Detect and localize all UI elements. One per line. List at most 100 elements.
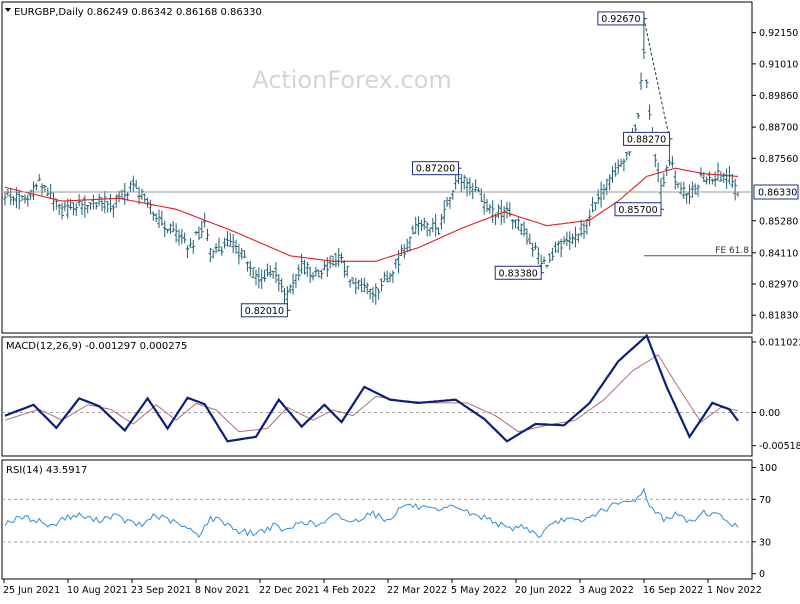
price-bar (37, 174, 42, 182)
price-bar (411, 225, 415, 235)
price-bar (587, 209, 592, 227)
price-bar (682, 181, 686, 200)
price-bar (80, 199, 84, 216)
price-bar (530, 242, 535, 257)
price-bar (562, 236, 566, 245)
price-bar (257, 267, 261, 289)
rsi-tick-label: 100 (759, 463, 777, 474)
macd-panel-frame (1, 336, 753, 457)
price-bar (676, 182, 680, 189)
annotation-label: 0.87200 (416, 164, 455, 175)
price-bar (684, 193, 689, 204)
price-tick-label: 0.91010 (759, 59, 798, 70)
price-bar (679, 182, 683, 195)
price-bar (704, 176, 709, 185)
price-bar (516, 216, 521, 231)
symbol-dropdown-icon[interactable] (5, 8, 11, 12)
price-annotation: 0.88270 (623, 131, 673, 146)
price-bar (177, 229, 181, 246)
price-bar (239, 247, 244, 260)
price-bar (20, 195, 24, 201)
price-tick-label: 0.85280 (759, 216, 798, 227)
price-bar (131, 175, 136, 193)
price-bar (125, 192, 130, 201)
price-bar (721, 172, 726, 183)
annotation-label: 0.83380 (499, 268, 538, 279)
price-bar (185, 245, 190, 258)
price-bar (653, 153, 658, 168)
price-annotation: 0.92670 (597, 11, 647, 26)
macd-panel-header: MACD(12,26,9) -0.001297 0.000275 (6, 341, 187, 352)
price-bar (439, 213, 444, 230)
price-bar (553, 241, 558, 253)
price-bar (576, 233, 581, 243)
price-bar (282, 287, 287, 304)
price-bar (334, 253, 338, 268)
price-tick-label: 0.89860 (759, 91, 798, 102)
price-bar (693, 183, 698, 195)
price-bar (448, 197, 452, 209)
date-tick-label: 20 Jun 2022 (515, 585, 572, 596)
annotation-label: 0.88270 (627, 134, 666, 145)
price-annotation: 0.82010 (240, 303, 291, 318)
price-bar (291, 273, 295, 295)
rsi-tick-label: 30 (759, 537, 771, 548)
price-bar (505, 201, 509, 219)
date-tick-label: 4 Feb 2022 (323, 585, 376, 596)
price-bar (485, 199, 489, 212)
price-bar (23, 194, 27, 204)
price-bar (573, 226, 578, 248)
price-panel-header: EURGBP,Daily 0.86249 0.86342 0.86168 0.8… (14, 7, 262, 18)
price-bar (231, 234, 235, 253)
price-bar (690, 181, 695, 198)
price-bar (197, 226, 201, 241)
current-price-label: 0.86330 (758, 188, 797, 199)
price-bar (88, 202, 93, 210)
price-bar (322, 260, 327, 271)
price-bar (473, 179, 478, 192)
price-bar (11, 196, 16, 206)
price-bar (519, 223, 524, 235)
price-bar (60, 202, 64, 220)
price-bar (590, 196, 595, 213)
price-bar (74, 203, 79, 216)
price-annotation: 0.85700 (614, 202, 664, 217)
price-bar (402, 244, 407, 259)
price-bar (510, 219, 515, 230)
price-bar (368, 288, 372, 300)
price-bar (570, 233, 575, 245)
price-bar (342, 260, 347, 278)
macd-line (4, 333, 739, 443)
price-bar (165, 229, 170, 234)
price-bar (8, 187, 13, 206)
date-tick-label: 5 May 2022 (451, 585, 507, 596)
price-bar (545, 264, 549, 269)
price-bar (94, 201, 99, 210)
price-bar (710, 178, 715, 185)
price-bar (436, 227, 441, 235)
price-bar (316, 269, 321, 278)
price-bar (137, 186, 141, 205)
date-tick-label: 10 Aug 2021 (67, 585, 128, 596)
price-tick-label: 0.88700 (759, 123, 798, 134)
price-tick-label: 0.87560 (759, 154, 798, 165)
price-bar (188, 237, 193, 248)
price-bar (579, 219, 583, 237)
price-bar (442, 200, 447, 224)
price-bar (314, 266, 318, 277)
price-bar (225, 231, 230, 247)
price-bar (624, 151, 629, 161)
price-bar (248, 260, 253, 277)
price-bar (140, 188, 144, 200)
price-bar (160, 210, 164, 226)
price-bar (502, 206, 506, 224)
price-bar (328, 255, 332, 269)
price-bar (559, 238, 563, 258)
price-bar (399, 244, 404, 257)
price-bar (687, 184, 692, 205)
price-bar (288, 284, 293, 294)
price-bar (627, 151, 632, 156)
price-bar (122, 182, 127, 205)
price-bar (567, 231, 572, 250)
price-bar (636, 112, 640, 119)
